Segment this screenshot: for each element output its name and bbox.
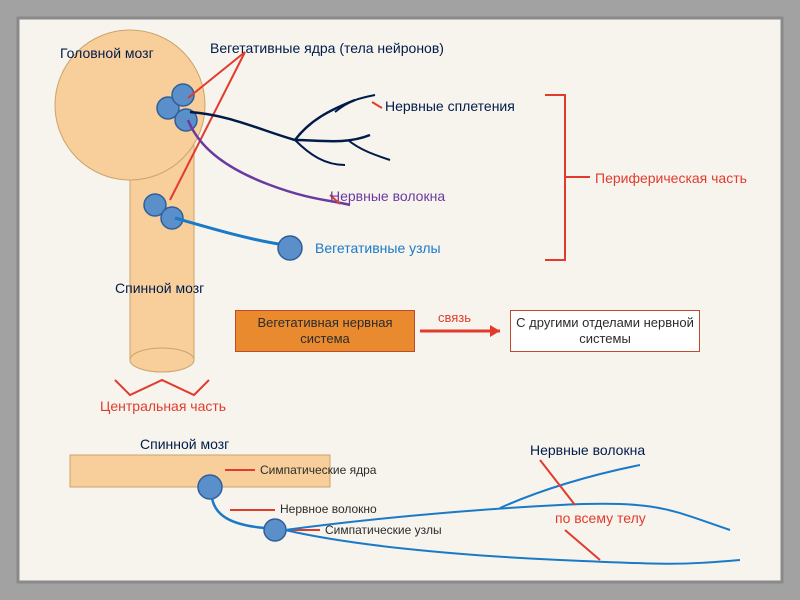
label-fibers: Нервные волокна <box>330 188 445 204</box>
box-ans-text: Вегетативная нервная система <box>238 315 412 346</box>
label-spinal2: Спинной мозг <box>140 436 229 452</box>
label-ganglia: Вегетативные узлы <box>315 240 441 256</box>
label-fibers2: Нервные волокна <box>530 442 645 458</box>
box-others: С другими отделами нервной системы <box>510 310 700 352</box>
label-body: по всему телу <box>555 510 646 526</box>
label-plexus: Нервные сплетения <box>385 98 515 114</box>
label-peripheral: Периферическая часть <box>595 170 747 186</box>
diagram-svg <box>0 0 800 600</box>
box-others-text: С другими отделами нервной системы <box>513 315 697 346</box>
label-central: Центральная часть <box>100 398 226 414</box>
label-symp-ganglia: Симпатические узлы <box>325 523 442 537</box>
label-symp-nuclei: Симпатические ядра <box>260 463 376 477</box>
box-ans: Вегетативная нервная система <box>235 310 415 352</box>
label-brain: Головной мозг <box>60 45 154 61</box>
label-veg-nuclei: Вегетативные ядра (тела нейронов) <box>210 40 444 56</box>
label-link: связь <box>438 310 471 325</box>
label-nerve-fiber: Нервное волокно <box>280 502 377 516</box>
diagram-canvas: Головной мозг Вегетативные ядра (тела не… <box>0 0 800 600</box>
label-spinal: Спинной мозг <box>115 280 204 296</box>
